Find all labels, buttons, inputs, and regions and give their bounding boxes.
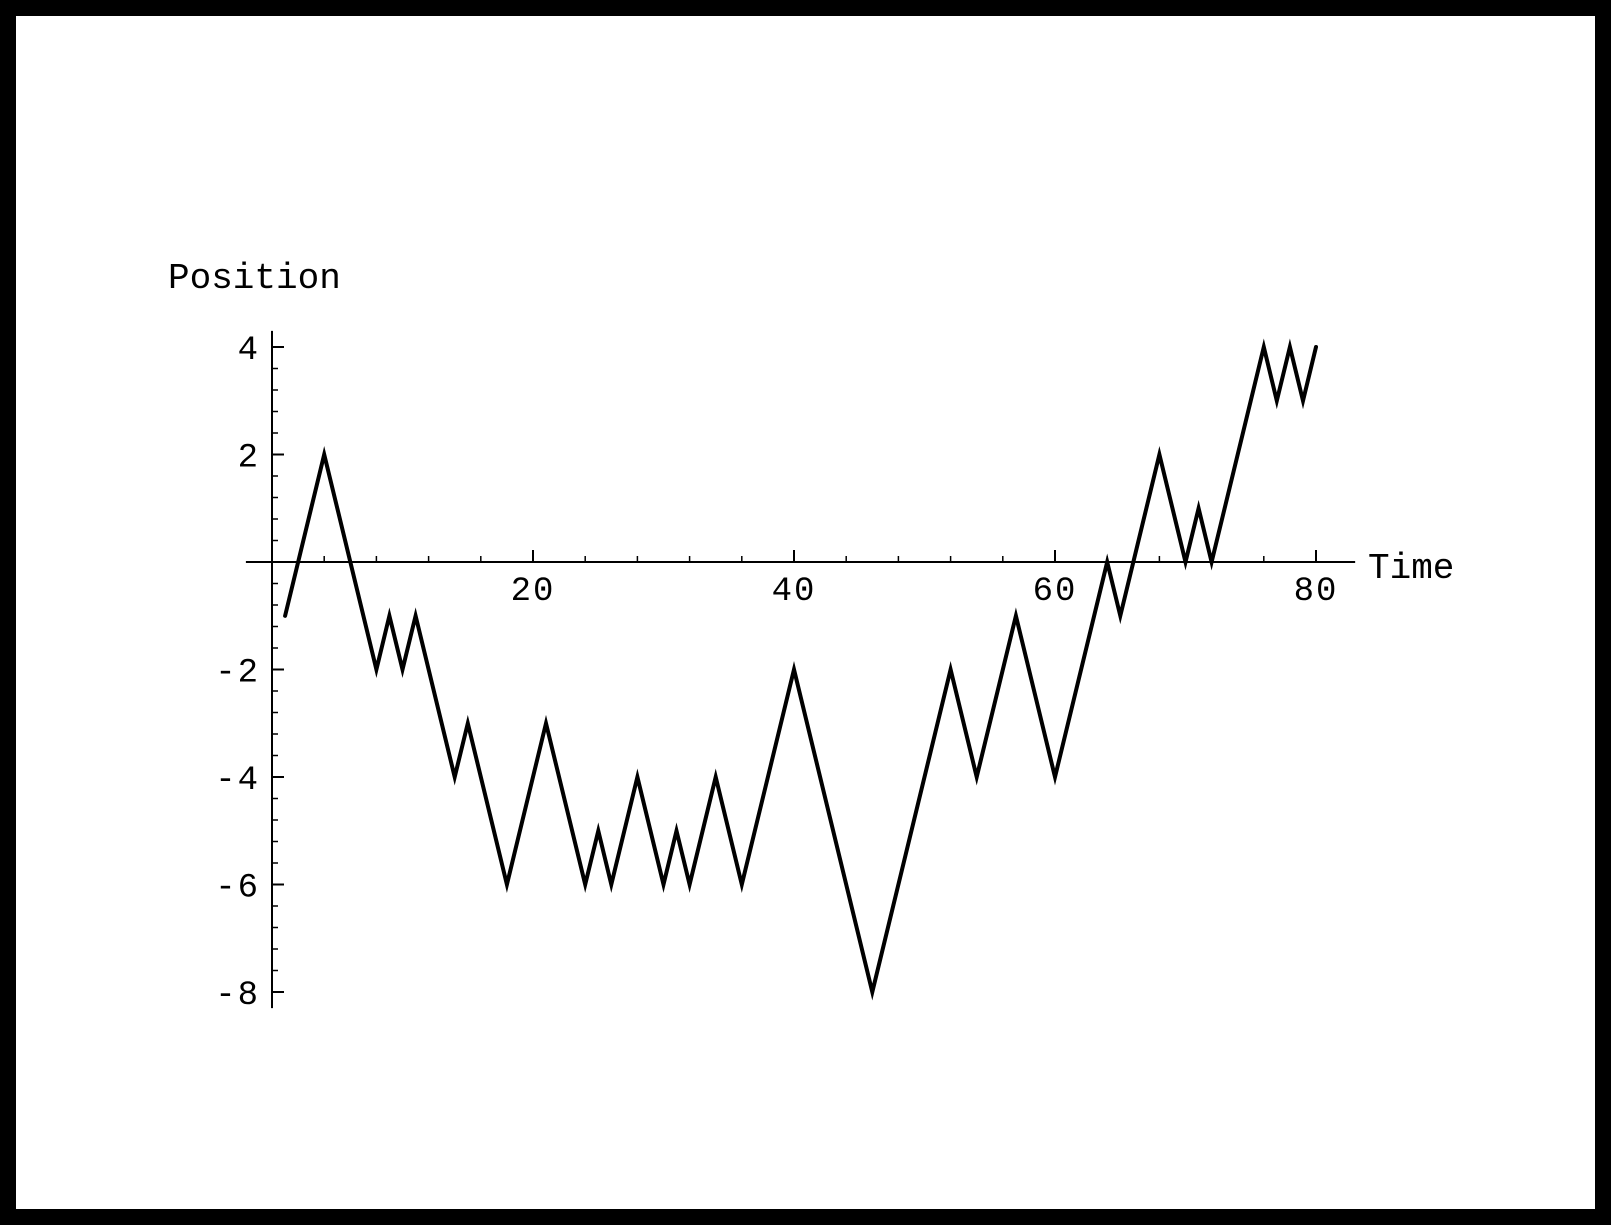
tick-labels: 20 40 60 80 4 2 -2 -4 -6 -8 xyxy=(215,332,1339,1015)
y-tick-label: -6 xyxy=(215,870,260,908)
x-axis-title: Time xyxy=(1368,548,1454,589)
series-line xyxy=(283,338,1318,1001)
y-tick-label: -4 xyxy=(215,762,260,800)
x-tick-label: 20 xyxy=(511,573,556,611)
x-tick-label: 60 xyxy=(1033,573,1078,611)
ticks xyxy=(272,346,1317,993)
y-tick-label: -2 xyxy=(215,655,260,693)
y-tick-label: -8 xyxy=(215,977,260,1015)
series-group xyxy=(283,338,1318,1001)
y-tick-label: 4 xyxy=(238,332,260,370)
y-tick-label: 2 xyxy=(238,440,260,478)
axes xyxy=(245,330,1356,1009)
x-tick-label: 80 xyxy=(1294,573,1339,611)
x-tick-label: 40 xyxy=(772,573,817,611)
y-axis-title: Position xyxy=(168,258,341,299)
